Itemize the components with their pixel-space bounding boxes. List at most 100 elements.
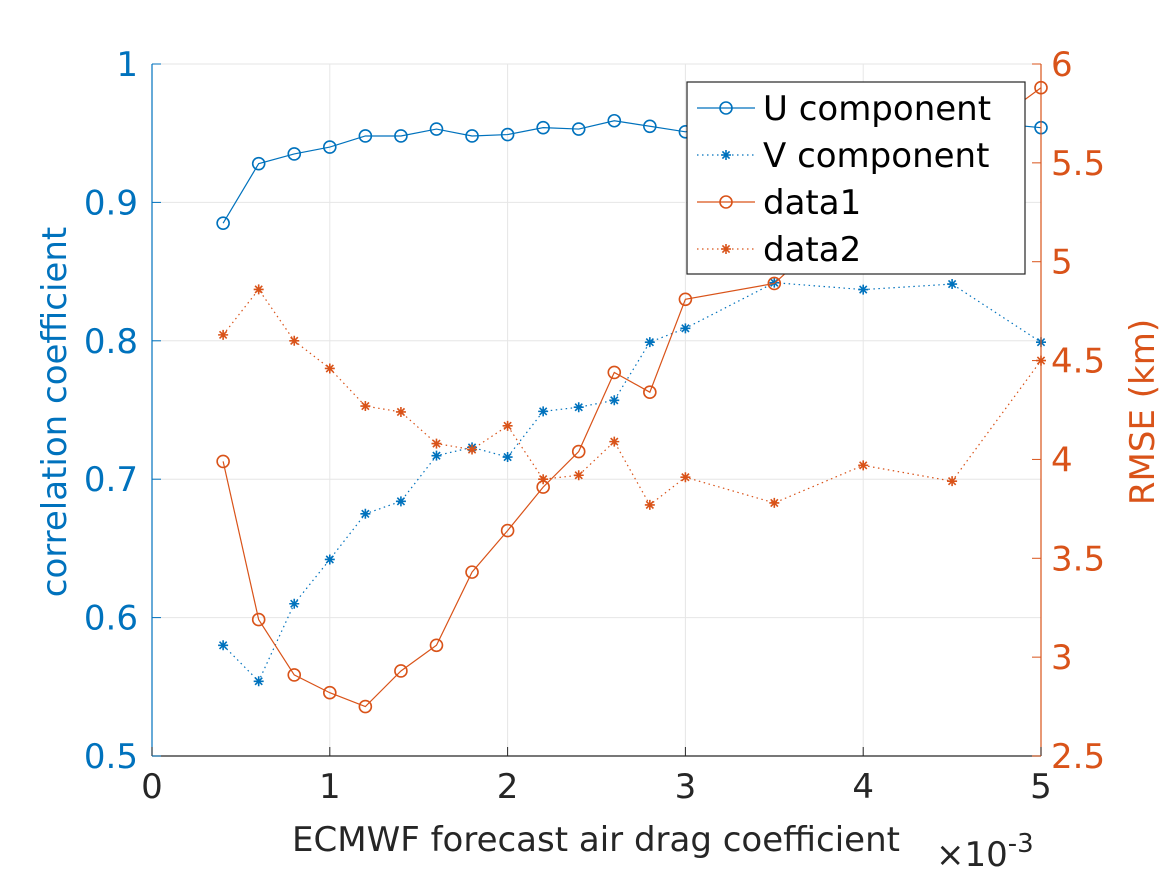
- data-point: [358, 699, 373, 714]
- legend-marker: [721, 150, 731, 160]
- x-tick-label: 4: [852, 767, 874, 807]
- marker-star-shape: [467, 444, 478, 455]
- marker-star-shape: [644, 337, 655, 348]
- marker-star-shape: [360, 508, 371, 519]
- data-point: [253, 284, 264, 295]
- marker-star-shape: [218, 329, 229, 340]
- data-point: [571, 122, 586, 136]
- data-point: [395, 406, 406, 417]
- y-right-tick-label: 5.5: [1051, 144, 1105, 184]
- data-point: [253, 676, 264, 687]
- data-point: [429, 122, 444, 136]
- y-left-tick-label: 0.5: [84, 737, 138, 777]
- data-point: [644, 499, 655, 510]
- data-point: [431, 450, 442, 461]
- legend-box: [686, 81, 1026, 275]
- data-point: [947, 476, 958, 487]
- marker-star-shape: [644, 499, 655, 510]
- legend-marker: [719, 101, 733, 115]
- marker-star-shape: [218, 640, 229, 651]
- data-point: [216, 454, 230, 469]
- data-point: [609, 395, 620, 406]
- data-point: [287, 668, 302, 682]
- data-point: [500, 127, 515, 142]
- legend-label: data2: [763, 230, 861, 270]
- marker-star-shape: [431, 450, 442, 461]
- marker-star-shape: [947, 476, 958, 487]
- marker-star-shape: [573, 470, 584, 481]
- marker-star-shape: [502, 452, 513, 463]
- y-right-tick-label: 5: [1051, 243, 1073, 283]
- y-right-tick-label: 6: [1051, 45, 1073, 85]
- y-right-tick-label: 4: [1051, 440, 1073, 480]
- data-point: [573, 402, 584, 413]
- data-point: [218, 640, 229, 651]
- y-left-tick-label: 0.8: [84, 322, 138, 362]
- data-point: [538, 406, 549, 417]
- marker-star-shape: [947, 279, 958, 290]
- marker-star-shape: [721, 244, 731, 254]
- x-tick-label: 0: [141, 767, 163, 807]
- data-point: [251, 156, 266, 171]
- marker-star-shape: [680, 472, 691, 483]
- data-point: [394, 129, 408, 143]
- series-data2: [218, 284, 1046, 510]
- marker-star-shape: [538, 406, 549, 417]
- data-point: [360, 508, 371, 519]
- data-point: [360, 401, 371, 412]
- y-right-tick-label: 2.5: [1051, 737, 1105, 777]
- legend-item: data1: [697, 183, 861, 223]
- data-point: [769, 497, 780, 508]
- y-axis-left-label: correlation coefficient: [35, 227, 75, 597]
- y-right-tick-label: 3: [1051, 638, 1073, 678]
- marker-star-shape: [289, 598, 300, 609]
- data-point: [322, 140, 337, 154]
- data-point: [358, 129, 373, 143]
- legend-label: U component: [763, 89, 991, 129]
- data-point: [216, 216, 230, 230]
- data-point: [431, 438, 442, 449]
- marker-star-shape: [324, 363, 335, 374]
- marker-star-shape: [395, 496, 406, 507]
- legend-item: U component: [697, 89, 991, 129]
- data-point: [644, 337, 655, 348]
- marker-star-shape: [769, 497, 780, 508]
- data-point: [324, 363, 335, 374]
- data-point: [289, 598, 300, 609]
- data-point: [858, 460, 869, 471]
- data-point: [465, 129, 479, 143]
- marker-star-shape: [431, 438, 442, 449]
- legend-item: V component: [697, 136, 989, 176]
- data-point: [251, 612, 266, 627]
- data-point: [322, 685, 337, 700]
- legend-label: V component: [763, 136, 989, 176]
- data-point: [394, 664, 408, 678]
- data-point: [643, 119, 657, 134]
- x-tick-label: 2: [497, 767, 519, 807]
- x-tick-label: 3: [675, 767, 697, 807]
- data-point: [643, 385, 657, 400]
- data-point: [609, 436, 620, 447]
- data-point: [218, 329, 229, 340]
- x-axis-label: ECMWF forecast air drag coefficient: [292, 820, 900, 860]
- marker-star-shape: [680, 323, 691, 334]
- legend-item: data2: [697, 230, 861, 270]
- data-point: [500, 523, 515, 538]
- marker-star-shape: [253, 676, 264, 687]
- data-point: [678, 292, 693, 307]
- legend-marker: [719, 195, 733, 209]
- axes: [151, 63, 1042, 757]
- data-point: [429, 638, 444, 653]
- data-point: [767, 276, 782, 291]
- data-point: [680, 323, 691, 334]
- marker-star-shape: [502, 420, 513, 431]
- y-left-tick-label: 0.7: [84, 460, 138, 500]
- data-point: [538, 474, 549, 485]
- x-multiplier-base: ×10: [936, 835, 1008, 875]
- marker-star-shape: [609, 436, 620, 447]
- data-point: [858, 284, 869, 295]
- data-point: [395, 496, 406, 507]
- marker-star-shape: [395, 406, 406, 417]
- marker-star-shape: [360, 401, 371, 412]
- data-point: [680, 472, 691, 483]
